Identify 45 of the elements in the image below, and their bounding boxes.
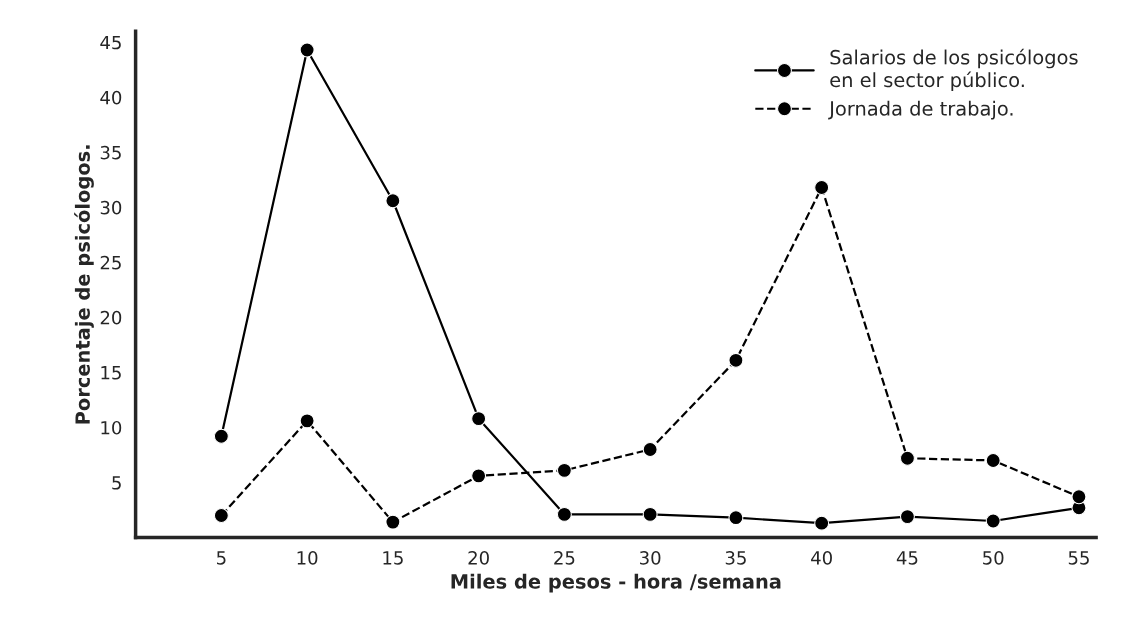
point xyxy=(213,428,229,444)
point xyxy=(471,411,487,427)
point xyxy=(556,462,572,478)
y-tick-label: 10 xyxy=(101,420,122,435)
y-tick-label: 45 xyxy=(100,35,121,50)
y-tick-label: 5 xyxy=(112,476,121,490)
y-tick-label: 30 xyxy=(100,200,122,215)
point xyxy=(471,468,487,484)
point xyxy=(385,193,401,209)
y-tick-label: 25 xyxy=(100,255,121,270)
x-tick-label: 35 xyxy=(725,551,746,565)
legend-label: Salarios de los psicólogos en el sector público. xyxy=(830,48,1078,92)
point xyxy=(642,441,658,457)
x-tick-label: 25 xyxy=(554,551,575,565)
y-tick-label: 40 xyxy=(100,90,122,105)
point xyxy=(728,510,744,526)
point xyxy=(728,352,744,368)
x-tick-label: 30 xyxy=(640,551,661,565)
point xyxy=(299,413,315,429)
point xyxy=(299,42,315,58)
x-axis-title: Miles de pesos - hora /semana xyxy=(451,573,781,593)
point xyxy=(556,506,572,522)
legend-label: Jornada de trabajo. xyxy=(828,100,1013,120)
x-tick-label: 50 xyxy=(983,551,1004,565)
x-tick-label: 15 xyxy=(383,551,403,565)
point xyxy=(899,509,915,525)
y-tick-label: 20 xyxy=(100,310,122,325)
point xyxy=(385,514,401,530)
point xyxy=(814,515,830,531)
y-axis-title: Porcentaje de psicólogos. xyxy=(74,145,94,424)
x-tick-label: 10 xyxy=(297,551,318,565)
x-tick-label: 45 xyxy=(896,551,918,565)
point xyxy=(899,450,915,466)
point xyxy=(1071,489,1087,505)
point xyxy=(814,180,830,195)
x-tick-label: 5 xyxy=(217,551,226,565)
x-tick-label: 55 xyxy=(1068,551,1089,565)
y-tick-label: 35 xyxy=(100,145,121,160)
y-tick-label: 15 xyxy=(101,366,121,380)
x-tick-label: 20 xyxy=(468,551,489,565)
point xyxy=(985,453,1001,468)
point xyxy=(213,508,229,523)
point xyxy=(642,506,658,522)
point xyxy=(985,513,1001,529)
x-tick-label: 40 xyxy=(811,551,832,565)
